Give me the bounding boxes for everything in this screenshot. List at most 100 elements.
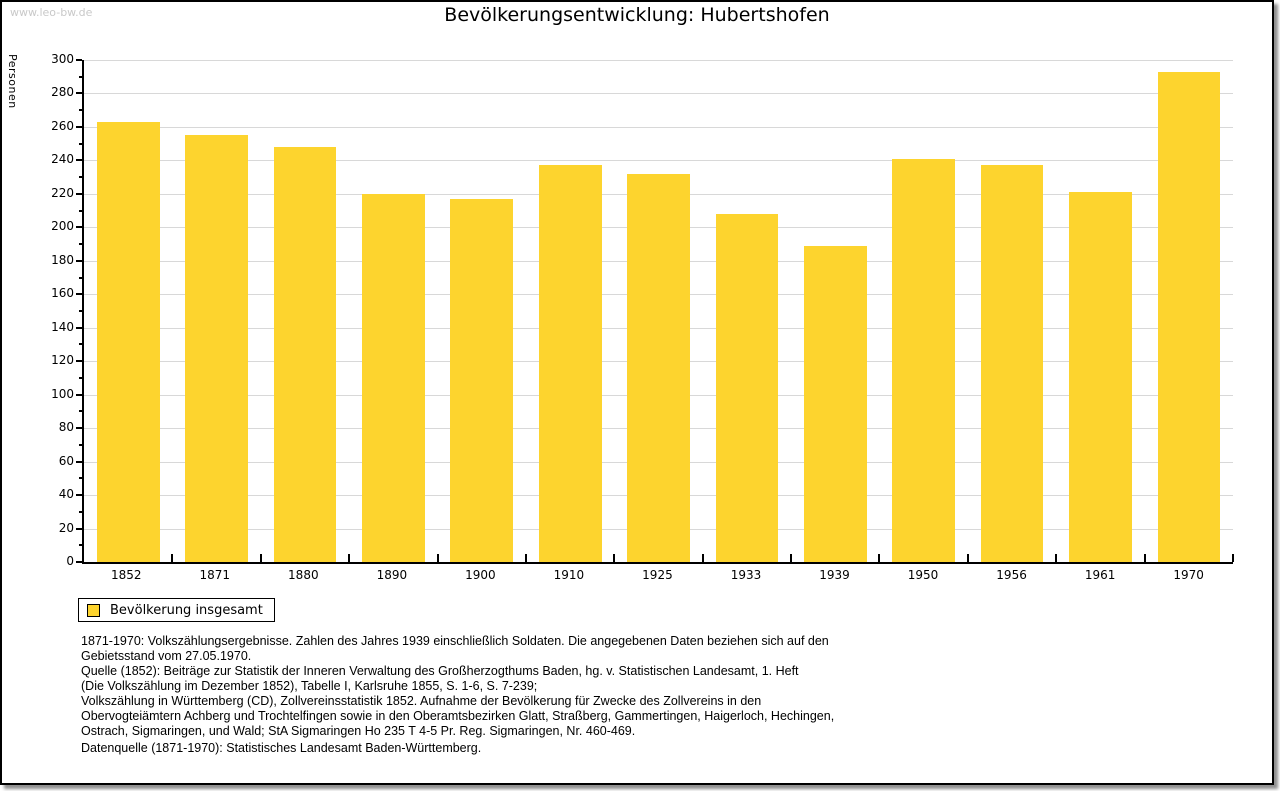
- bar-1910: [538, 165, 602, 562]
- y-tick-label-240: 240: [51, 152, 74, 167]
- x-boundary-tick-11: [1055, 554, 1057, 562]
- y-tick-label-160: 160: [51, 286, 74, 301]
- y-minor-tick-250: [79, 142, 82, 145]
- bar-slot-1890: [349, 60, 437, 562]
- y-tick-60: [76, 460, 82, 463]
- y-tick-160: [76, 293, 82, 296]
- y-tick-220: [76, 192, 82, 195]
- x-tick-label-1950: 1950: [907, 568, 939, 582]
- gridline-260: [84, 126, 1233, 128]
- y-minor-tick-70: [79, 443, 82, 446]
- y-minor-tick-290: [79, 75, 82, 78]
- x-boundary-tick-12: [1144, 554, 1146, 562]
- x-boundary-tick-6: [613, 554, 615, 562]
- footnote-line-6: Obervogteiämtern Achberg und Trochtelfin…: [81, 709, 835, 723]
- y-tick-120: [76, 360, 82, 363]
- bar-slot-1925: [614, 60, 702, 562]
- gridline-300: [84, 60, 1233, 61]
- y-tick-40: [76, 494, 82, 497]
- y-minor-tick-90: [79, 410, 82, 413]
- x-boundary-tick-5: [525, 554, 527, 562]
- y-tick-100: [76, 393, 82, 396]
- bar-1950: [892, 158, 956, 562]
- gridline-240: [84, 160, 1233, 162]
- bar-1900: [450, 198, 514, 562]
- x-tick-label-1970: 1970: [1173, 568, 1204, 582]
- y-tick-label-0: 0: [66, 554, 74, 568]
- x-axis-labels: 1852 1871 1880 1890 1900 1910 1925 1933 1939 1950…: [82, 568, 1233, 582]
- y-tick-260: [76, 125, 82, 128]
- bar-1852: [96, 121, 160, 562]
- bar-1880: [273, 147, 337, 562]
- y-tick-label-280: 280: [51, 85, 74, 100]
- bar-slot-1852: [84, 60, 172, 562]
- legend: Bevölkerung insgesamt: [78, 598, 275, 622]
- y-tick-20: [76, 527, 82, 530]
- x-tick-label-1933: 1933: [730, 568, 762, 582]
- x-boundary-tick-7: [702, 554, 704, 562]
- x-boundary-tick-2: [260, 554, 262, 562]
- y-tick-label-100: 100: [51, 386, 74, 401]
- bar-slot-1900: [438, 60, 526, 562]
- y-minor-tick-150: [79, 310, 82, 312]
- watermark-url: www.leo-bw.de: [10, 6, 93, 19]
- x-tick-label-1956: 1956: [996, 568, 1027, 582]
- y-tick-200: [76, 226, 82, 229]
- footnote-line-7: Ostrach, Sigmaringen, und Wald; StA Sigm…: [81, 724, 636, 738]
- y-tick-label-120: 120: [51, 353, 74, 368]
- plot-area: [76, 59, 1234, 564]
- bar-1933: [715, 213, 779, 562]
- bar-slot-1871: [172, 60, 260, 562]
- bar-1871: [185, 135, 248, 562]
- y-tick-240: [76, 159, 82, 162]
- x-tick-label-1910: 1910: [553, 568, 585, 582]
- bar-slot-1933: [703, 60, 791, 562]
- legend-swatch-icon: [87, 603, 100, 617]
- y-tick-label-300: 300: [51, 52, 74, 66]
- bar-1925: [627, 173, 690, 562]
- y-minor-tick-30: [79, 510, 82, 513]
- y-axis-title: Personen: [6, 54, 19, 109]
- bar-1956: [980, 165, 1044, 562]
- bar-slot-1880: [261, 60, 349, 562]
- bar-slot-1970: [1145, 60, 1233, 562]
- y-minor-tick-130: [79, 343, 82, 346]
- x-boundary-tick-10: [967, 554, 969, 562]
- x-boundary-tick-4: [437, 554, 439, 562]
- y-tick-label-140: 140: [51, 319, 74, 334]
- y-minor-tick-110: [79, 376, 82, 379]
- y-minor-tick-230: [79, 176, 82, 179]
- y-tick-300: [76, 59, 82, 61]
- y-tick-140: [76, 326, 82, 329]
- bar-slot-1950: [880, 60, 968, 562]
- x-tick-label-1852: 1852: [110, 568, 142, 582]
- y-tick-80: [76, 427, 82, 430]
- bar-1939: [803, 245, 867, 562]
- y-tick-280: [76, 92, 82, 95]
- bar-slot-1939: [791, 60, 879, 562]
- y-tick-label-80: 80: [58, 420, 74, 435]
- bar-1961: [1069, 192, 1132, 562]
- y-tick-label-220: 220: [51, 185, 74, 200]
- footnotes: 1871-1970: Volkszählungsergebnisse. Zahl…: [81, 634, 834, 739]
- bars: [84, 60, 1233, 562]
- bar-1970: [1157, 71, 1221, 562]
- y-tick-180: [76, 259, 82, 262]
- y-tick-0: [76, 561, 82, 563]
- footnote-line-1: 1871-1970: Volkszählungsergebnisse. Zahl…: [81, 634, 829, 648]
- bar-slot-1956: [968, 60, 1056, 562]
- y-minor-tick-190: [79, 243, 82, 246]
- x-boundary-tick-1: [171, 554, 173, 562]
- y-minor-tick-270: [79, 109, 82, 112]
- footnote-line-3: Quelle (1852): Beiträge zur Statistik de…: [81, 664, 799, 678]
- x-boundary-tick-9: [878, 554, 880, 562]
- axis-ticks: [76, 59, 1234, 563]
- x-tick-label-1871: 1871: [199, 568, 231, 582]
- y-minor-tick-50: [79, 477, 82, 480]
- x-tick-label-1925: 1925: [642, 568, 673, 582]
- x-tick-label-1900: 1900: [465, 568, 496, 582]
- legend-label: Bevölkerung insgesamt: [110, 602, 263, 618]
- x-boundary-tick-13: [1232, 554, 1234, 562]
- footnote-line-4: (Die Volkszählung im Dezember 1852), Tab…: [81, 679, 538, 693]
